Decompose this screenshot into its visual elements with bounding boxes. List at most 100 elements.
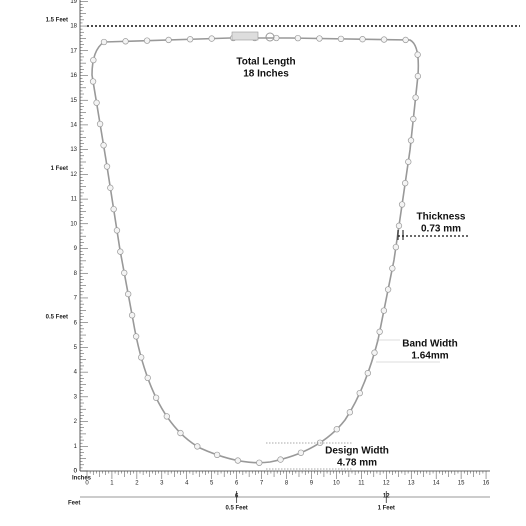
ruler-feet-label: 0.5 Feet — [46, 314, 68, 320]
ruler-feet-label: 12 — [383, 494, 390, 500]
ruler-label: 3 — [74, 394, 78, 400]
annotation-title: Band Width — [402, 339, 457, 350]
ruler-label: 15 — [458, 481, 465, 487]
bead — [389, 265, 396, 272]
annotation-title: Thickness — [417, 212, 466, 223]
bead — [194, 443, 201, 450]
bead — [405, 158, 412, 165]
bead — [392, 243, 400, 251]
bead — [177, 429, 184, 437]
ruler-unit: Inches — [72, 476, 92, 482]
bead — [144, 374, 151, 382]
ruler-label: 3 — [160, 481, 164, 487]
ruler-label: 10 — [70, 221, 77, 227]
ruler-label: 10 — [333, 481, 340, 487]
ruler-label: 0 — [74, 469, 78, 475]
annotation-value: 0.73 mm — [421, 224, 461, 235]
ruler-label: 8 — [74, 271, 78, 277]
bead — [208, 35, 215, 42]
clasp-tag — [231, 31, 259, 41]
bead — [412, 94, 419, 101]
ruler-label: 11 — [358, 481, 365, 487]
bead — [395, 222, 403, 229]
beads — [89, 34, 422, 466]
annotation-value: 4.78 mm — [337, 458, 377, 469]
bead — [100, 142, 107, 149]
bead — [337, 35, 345, 42]
bead — [346, 409, 353, 416]
ruler-label: 13 — [408, 481, 415, 487]
ruler-label: 0 — [85, 481, 89, 487]
bead — [371, 349, 378, 356]
ruler-unit: Feet — [68, 501, 80, 507]
bead — [402, 179, 409, 187]
ruler-label: 5 — [210, 481, 214, 487]
ruler-label: 7 — [260, 481, 264, 487]
ruler-label: 14 — [433, 481, 440, 487]
bead — [359, 36, 366, 43]
ruler-corner-label: 0 — [74, 469, 78, 475]
clasp — [265, 32, 275, 42]
ruler-label: 7 — [74, 296, 78, 302]
bead — [256, 459, 263, 466]
ruler-label: 9 — [74, 246, 78, 252]
ruler-label: 4 — [185, 481, 189, 487]
bead — [376, 328, 383, 335]
bead — [277, 456, 284, 463]
bead — [294, 34, 302, 42]
bead — [398, 201, 406, 208]
ruler-label: 6 — [74, 320, 78, 326]
ruler-feet-label: 6 — [235, 494, 239, 500]
bead — [163, 413, 170, 420]
bead — [410, 115, 417, 123]
bead — [213, 451, 221, 459]
ruler-label: 15 — [70, 98, 77, 104]
ruler-label: 1 — [110, 481, 114, 487]
ruler-label: 19 — [70, 0, 77, 5]
bead — [132, 333, 140, 340]
ruler-label: 14 — [70, 122, 77, 128]
ruler-label: 5 — [74, 345, 78, 351]
bead — [380, 36, 388, 43]
ruler-label: 12 — [70, 172, 77, 178]
bead — [110, 205, 117, 213]
bead — [93, 99, 100, 106]
bead — [96, 120, 104, 128]
bead — [143, 37, 151, 44]
bead — [234, 457, 242, 464]
bead — [90, 56, 97, 64]
bead — [297, 449, 305, 456]
bead — [384, 286, 392, 293]
ruler-label: 2 — [74, 419, 78, 425]
ruler-label: 9 — [310, 481, 314, 487]
bead — [122, 38, 129, 45]
bead — [364, 370, 371, 377]
bead — [113, 227, 121, 234]
bead — [89, 78, 97, 85]
ruler-label: 11 — [71, 197, 78, 203]
ruler-label: 17 — [70, 48, 77, 54]
bead — [103, 163, 111, 170]
bead — [121, 269, 128, 277]
bead — [100, 38, 108, 46]
ruler-label: 13 — [70, 147, 77, 153]
ruler-feet-label: 0.5 Feet — [225, 506, 247, 512]
bead — [316, 35, 323, 42]
bead — [152, 394, 160, 401]
ruler-label: 18 — [70, 24, 77, 30]
bead — [414, 73, 422, 80]
ruler-feet-label: 1.5 Feet — [46, 18, 68, 24]
bead — [125, 290, 132, 298]
bead — [187, 36, 194, 43]
ruler-label: 1 — [74, 444, 78, 450]
ruler-label: 6 — [235, 481, 239, 487]
bead — [165, 36, 172, 44]
annotation-title: Design Width — [325, 446, 389, 457]
bead — [128, 312, 136, 319]
necklace-chain — [91, 37, 420, 464]
ruler-label: 2 — [135, 481, 139, 487]
bead — [107, 184, 114, 191]
bead — [117, 248, 124, 255]
